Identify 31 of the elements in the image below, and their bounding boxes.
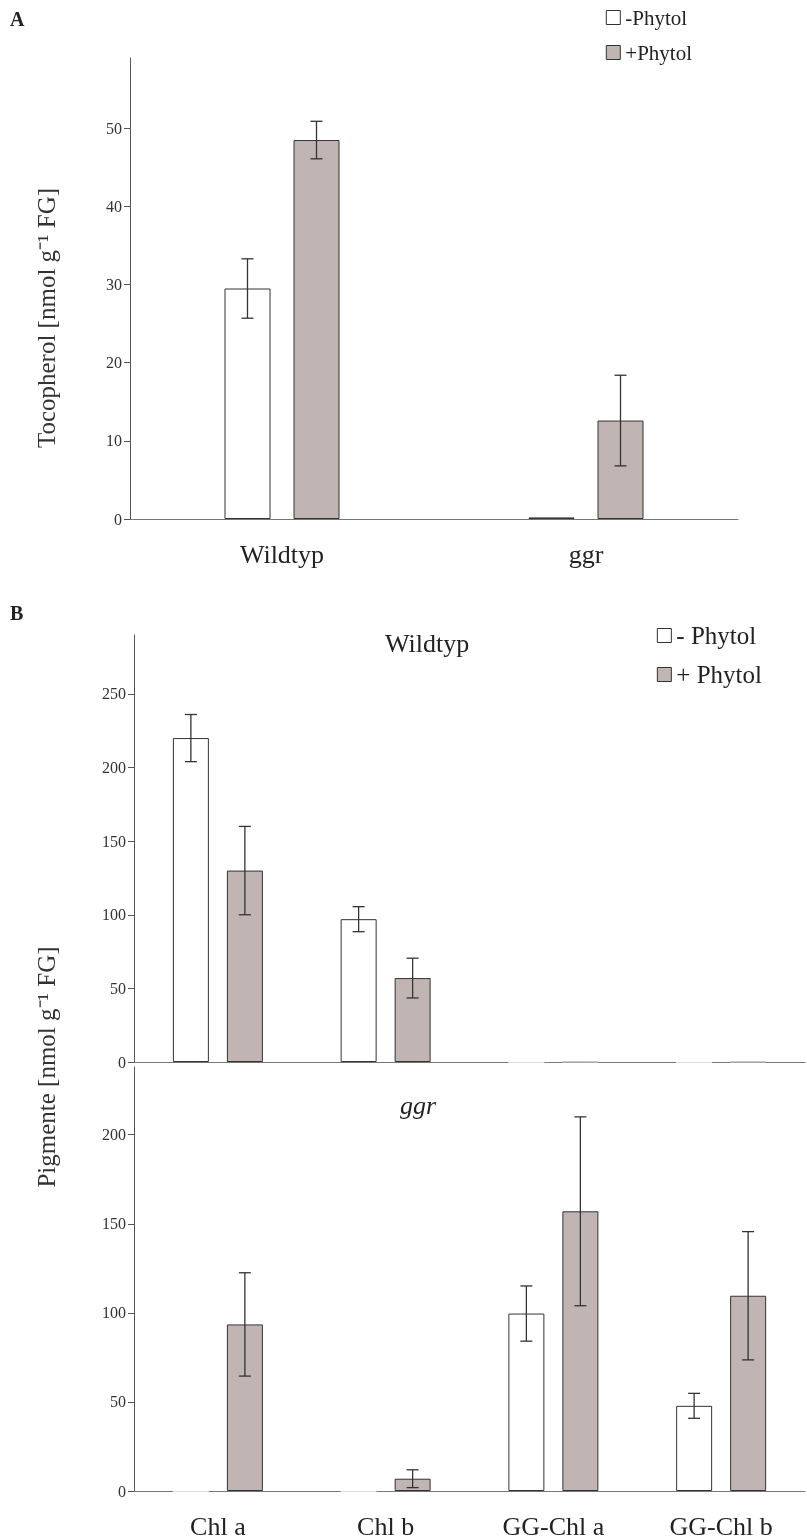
x-tick-label: Chl b bbox=[357, 1511, 415, 1539]
x-tick-label: Chl a bbox=[190, 1511, 247, 1539]
legend-label: - Phytol bbox=[676, 622, 757, 649]
y-tick-label: 150 bbox=[102, 1215, 126, 1233]
y-tick-label: 150 bbox=[102, 832, 126, 850]
text: ggr bbox=[400, 1090, 437, 1120]
text: A bbox=[10, 8, 25, 31]
y-tick-label: 50 bbox=[110, 979, 126, 997]
legend-label: -Phytol bbox=[625, 5, 688, 30]
text: B bbox=[10, 602, 24, 625]
y-tick-label: 0 bbox=[118, 1053, 126, 1071]
y-tick-label: 100 bbox=[102, 906, 126, 924]
y-tick-label: 0 bbox=[118, 1482, 126, 1500]
legend-label: + Phytol bbox=[676, 661, 763, 688]
x-tick-label: GG-Chl b bbox=[669, 1511, 773, 1539]
legend-label: +Phytol bbox=[625, 40, 693, 65]
y-tick-label: 250 bbox=[102, 685, 126, 703]
chart-title: Wildtyp bbox=[385, 628, 470, 658]
y-tick-label: 0 bbox=[114, 510, 122, 528]
y-tick-label: 100 bbox=[102, 1304, 126, 1322]
y-axis-title: Tocopherol [nmol g⁻¹ FG] bbox=[32, 187, 61, 449]
y-tick-label: 50 bbox=[110, 1393, 126, 1411]
y-tick-label: 30 bbox=[106, 276, 122, 294]
x-tick-label: GG-Chl a bbox=[502, 1511, 605, 1539]
y-tick-label: 50 bbox=[106, 119, 122, 137]
y-tick-label: 10 bbox=[106, 432, 122, 450]
y-tick-label: 40 bbox=[106, 197, 122, 215]
y-tick-label: 200 bbox=[102, 759, 126, 777]
y-tick-label: 200 bbox=[102, 1126, 126, 1144]
y-axis-title: Pigmente [nmol g⁻¹ FG] bbox=[32, 946, 61, 1188]
y-tick-label: 20 bbox=[106, 354, 122, 372]
